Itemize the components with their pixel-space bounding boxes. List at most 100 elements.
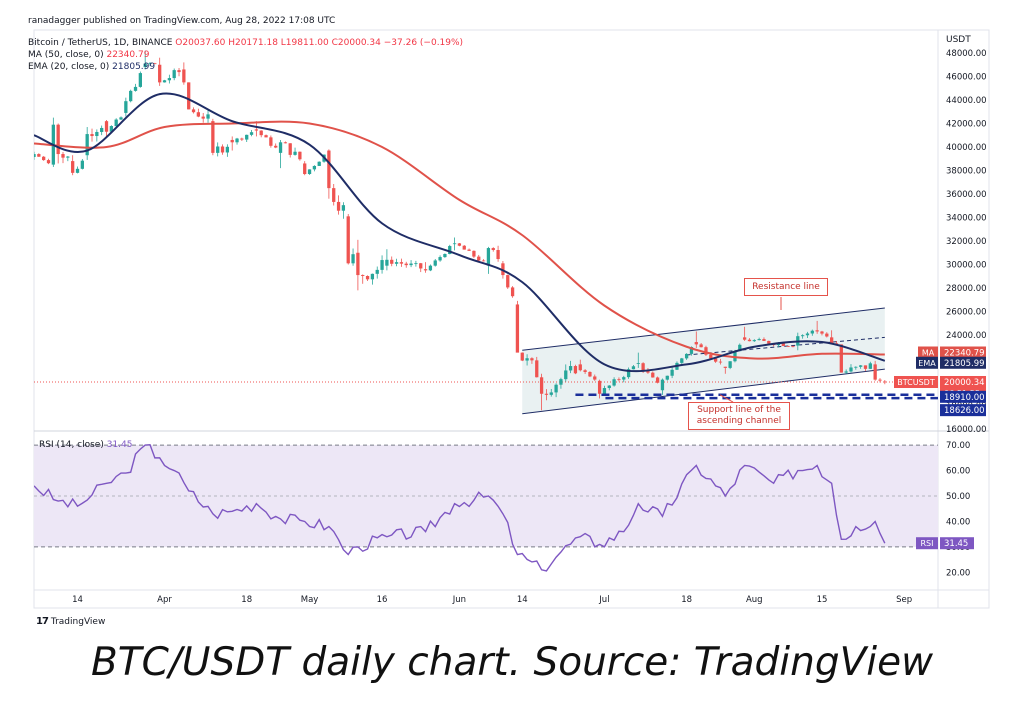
ma-legend[interactable]: MA (50, close, 0) 22340.79 (28, 50, 149, 60)
rsi-badge-tag (916, 537, 938, 550)
candle-body (293, 151, 297, 155)
rsi-tick-label: 60.00 (946, 467, 970, 477)
price-tick-label: 16000.00 (946, 425, 987, 435)
candle-body (85, 134, 89, 156)
time-tick-label: Apr (157, 595, 172, 605)
ohlc-close: C20000.34 (331, 38, 381, 48)
candle-body (307, 169, 312, 175)
candle-body (230, 139, 234, 143)
candle-body (365, 275, 370, 280)
price-badge (940, 346, 986, 359)
candle-body (361, 275, 365, 276)
candle-body (660, 379, 665, 391)
candle-body (433, 260, 437, 266)
candle-body (216, 146, 220, 153)
candle-body (791, 346, 795, 348)
symbol-legend: Bitcoin / TetherUS, 1D, BINANCE O20037.6… (28, 38, 463, 48)
channel-upper-line[interactable] (522, 307, 885, 351)
ema-20-line[interactable] (34, 92, 886, 373)
ema-legend[interactable]: EMA (20, close, 0) 21805.99 (28, 62, 155, 72)
candle-body (472, 250, 476, 257)
candle-body (61, 154, 65, 158)
candle-body (825, 333, 829, 337)
candle-body (336, 201, 341, 211)
candle-body (66, 156, 70, 158)
price-pane[interactable] (32, 50, 938, 415)
candle-body (404, 263, 408, 266)
candle-body (641, 363, 645, 371)
candle-body (854, 366, 858, 368)
candle-body (728, 361, 732, 368)
symbol-name[interactable]: Bitcoin / TetherUS, 1D, BINANCE (28, 38, 173, 48)
price-badge (940, 390, 986, 403)
tradingview-logo[interactable]: 17 TradingView (36, 616, 105, 627)
candle-body (75, 168, 80, 173)
candle-body (863, 365, 868, 369)
candle-body (211, 121, 215, 153)
candle-body (235, 138, 239, 143)
candle-body (631, 366, 636, 370)
publisher-line: ranadagger published on TradingView.com,… (28, 16, 336, 26)
candle-body (467, 249, 471, 251)
candle-body (583, 370, 587, 372)
candle-body (409, 263, 413, 266)
rsi-badge-tag-text: RSI (921, 539, 934, 548)
candle-body (597, 380, 602, 394)
candle-body (298, 151, 302, 160)
candle-body (153, 63, 157, 65)
candle-body (626, 369, 631, 378)
candle-body (249, 132, 254, 135)
price-badge-tag (894, 375, 938, 388)
candle-body (830, 337, 834, 344)
price-tick-label: 26000.00 (946, 308, 987, 318)
time-tick-label: Aug (746, 595, 763, 605)
candle-body (539, 377, 544, 394)
candle-body (612, 379, 616, 386)
ohlc-high: H20171.18 (228, 38, 278, 48)
time-tick-label: 16 (377, 595, 388, 605)
candle-body (303, 163, 307, 175)
rsi-tick-label: 40.00 (946, 517, 970, 527)
candle-body (568, 366, 573, 371)
candle-body (815, 330, 819, 332)
candle-body (859, 365, 863, 367)
channel-lower-line[interactable] (522, 368, 885, 415)
candle-body (704, 347, 708, 355)
candle-body (133, 86, 138, 91)
candle-body (245, 134, 249, 140)
candle-body (491, 248, 495, 251)
time-tick-label: Jun (452, 595, 466, 605)
rsi-pane[interactable] (34, 443, 938, 572)
candle-body (346, 216, 350, 264)
candle-body (655, 377, 660, 383)
candle-body (607, 385, 611, 389)
rsi-legend[interactable]: RSI (14, close) 31.45 (39, 440, 133, 450)
time-tick-label: Jul (598, 595, 609, 605)
candle-body (573, 366, 578, 374)
candle-body (709, 354, 713, 359)
price-axis: USDT 48000.00 46000.00 44000.00 42000.00 400… (946, 35, 987, 435)
candle-body (56, 124, 60, 155)
candle-body (873, 364, 877, 380)
candle-body (259, 130, 263, 136)
channel-mid-line (686, 336, 885, 356)
rsi-legend-value: 31.45 (106, 440, 133, 450)
candle-body (839, 344, 843, 373)
candle-body (636, 363, 640, 364)
candle-body (617, 379, 621, 381)
rsi-badge (940, 537, 974, 550)
candle-body (520, 352, 524, 361)
candle-body (177, 70, 181, 73)
candle-body (805, 333, 810, 336)
price-badge-value: 18910.00 (944, 393, 985, 403)
candle-body (327, 150, 331, 189)
candle-body (578, 364, 582, 371)
candle-body (187, 82, 191, 110)
price-axis-unit: USDT (946, 35, 971, 45)
rsi-line[interactable] (34, 443, 886, 572)
figure-caption: BTC/USDT daily chart. Source: TradingVie… (90, 640, 934, 685)
candle-body (689, 347, 694, 354)
ma-50-line[interactable] (34, 120, 885, 360)
